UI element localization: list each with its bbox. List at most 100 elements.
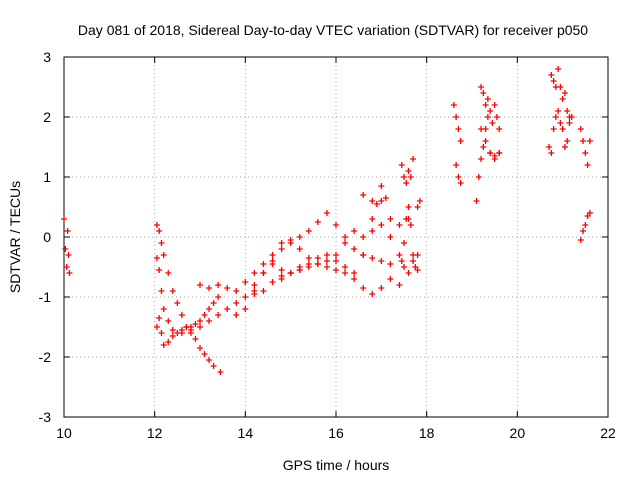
data-point <box>550 126 557 132</box>
data-point <box>206 306 213 312</box>
data-point <box>373 201 380 207</box>
data-point <box>314 261 321 267</box>
data-point <box>577 126 584 132</box>
data-point <box>480 144 487 150</box>
series-track-o <box>478 84 503 132</box>
data-point <box>396 222 403 228</box>
data-point <box>557 84 564 90</box>
data-point <box>559 126 566 132</box>
data-point <box>453 114 460 120</box>
data-point <box>197 318 203 324</box>
series-track-n <box>450 102 464 186</box>
data-point <box>457 180 464 186</box>
data-point <box>548 72 555 78</box>
series-track-t <box>577 126 593 168</box>
data-point <box>269 252 276 258</box>
x-tick-label: 14 <box>238 425 254 441</box>
data-point <box>564 108 571 114</box>
data-point <box>555 108 562 114</box>
y-tick-label: 3 <box>43 49 51 65</box>
data-point <box>260 288 267 294</box>
data-point <box>580 228 587 234</box>
y-tick-label: 1 <box>43 169 51 185</box>
data-point <box>178 312 185 318</box>
data-point <box>561 90 568 96</box>
data-point <box>66 270 73 276</box>
data-point <box>305 255 312 261</box>
data-point <box>564 138 571 144</box>
data-point <box>398 162 405 168</box>
data-point <box>369 228 376 234</box>
y-tick-label: 2 <box>43 109 51 125</box>
y-tick-label: -1 <box>39 289 52 305</box>
data-point <box>369 198 376 204</box>
data-point <box>251 288 258 294</box>
x-tick-label: 22 <box>600 425 616 441</box>
data-point <box>378 222 385 228</box>
data-point <box>478 126 485 132</box>
data-point <box>153 255 160 261</box>
data-point <box>314 219 321 225</box>
series-track-r <box>548 66 575 126</box>
data-point <box>405 270 412 276</box>
data-point <box>153 222 160 228</box>
series-track-p <box>473 114 503 204</box>
data-point <box>351 276 358 282</box>
data-point <box>482 138 489 144</box>
data-point <box>201 312 208 318</box>
data-point <box>387 276 394 282</box>
data-point <box>197 324 203 330</box>
data-point <box>65 252 72 258</box>
data-point <box>156 228 163 234</box>
series-track-a <box>61 216 73 276</box>
data-point <box>405 204 412 210</box>
data-point <box>153 324 160 330</box>
data-point <box>387 234 394 240</box>
series-track-m <box>396 252 421 276</box>
data-point <box>242 294 249 300</box>
data-point <box>63 264 70 270</box>
x-tick-label: 12 <box>147 425 163 441</box>
grid-lines <box>64 57 608 417</box>
data-point <box>278 246 285 252</box>
data-point <box>61 216 67 222</box>
data-point <box>217 369 224 375</box>
data-point <box>382 195 389 201</box>
data-point <box>401 264 407 270</box>
data-point <box>455 126 462 132</box>
series-track-k <box>396 198 423 288</box>
series-track-q <box>478 126 503 162</box>
data-point <box>178 330 185 336</box>
data-point <box>557 120 564 126</box>
data-point <box>314 255 321 261</box>
data-point <box>484 114 491 120</box>
data-point <box>475 174 482 180</box>
data-point <box>584 162 591 168</box>
data-point <box>561 144 568 150</box>
data-point <box>224 306 231 312</box>
data-point <box>156 267 163 273</box>
data-point <box>577 237 584 243</box>
data-point <box>242 306 249 312</box>
data-point <box>210 363 217 369</box>
data-point <box>296 267 303 273</box>
data-point <box>410 156 417 162</box>
data-point <box>478 156 485 162</box>
data-point <box>491 156 498 162</box>
data-point <box>369 216 376 222</box>
data-point <box>489 120 496 126</box>
data-point <box>333 252 339 258</box>
data-point <box>210 300 217 306</box>
x-tick-labels: 10 12 14 16 18 20 22 <box>56 425 616 441</box>
data-point <box>580 138 587 144</box>
data-point <box>206 357 213 363</box>
data-point <box>552 114 559 120</box>
data-point <box>269 279 276 285</box>
data-point <box>582 150 589 156</box>
data-point <box>160 306 167 312</box>
data-point <box>158 288 165 294</box>
data-point <box>242 279 249 285</box>
data-point <box>233 312 240 318</box>
data-point <box>457 138 464 144</box>
data-point <box>351 228 358 234</box>
